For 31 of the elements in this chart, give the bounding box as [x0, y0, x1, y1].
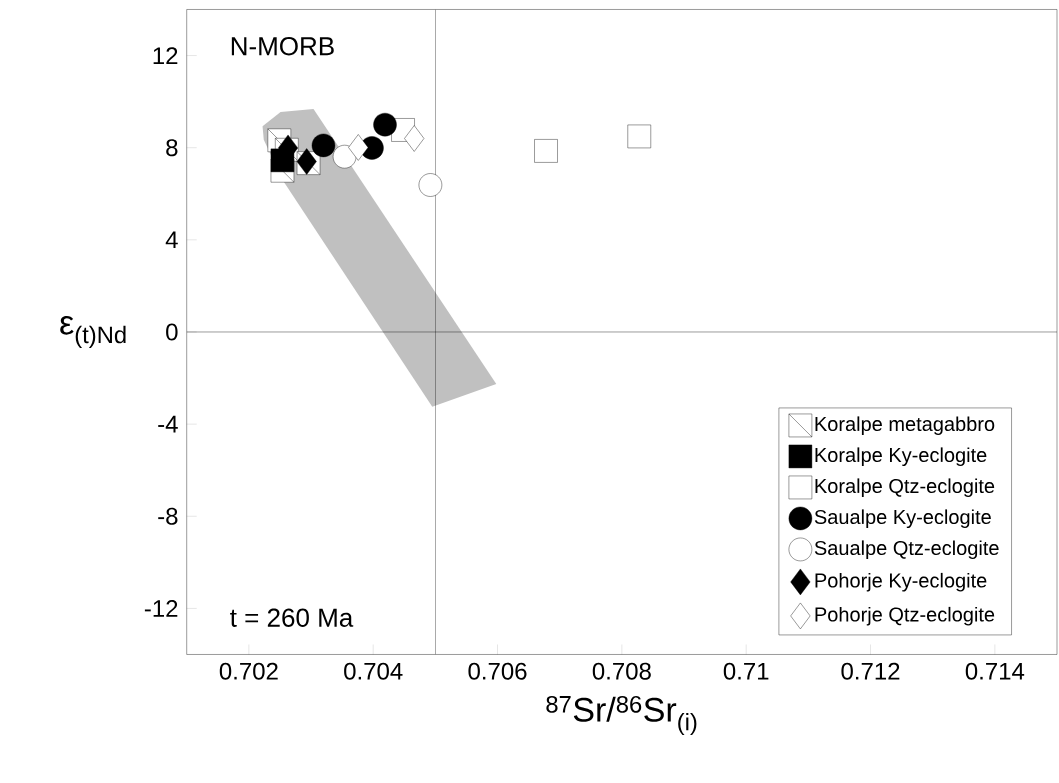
x-tick-label: 0.714	[965, 662, 1025, 680]
point	[418, 173, 443, 197]
legend-label: Pohorje Ky-eclogite	[815, 572, 987, 592]
y-tick-label: 4	[165, 231, 178, 249]
legend-label: Koralpe Qtz-eclogite	[815, 478, 995, 498]
point	[373, 112, 397, 137]
annotation: N-MORB	[231, 37, 334, 56]
y-tick-label: -12	[144, 600, 178, 617]
legend-label: Saualpe Qtz-eclogite	[814, 540, 999, 560]
point	[348, 134, 369, 161]
annotation: t = 260 Ma	[230, 608, 354, 627]
x-tick-label: 0.706	[468, 662, 527, 680]
legend-label: Koralpe Ky-eclogite	[815, 447, 987, 467]
y-tick-label: 8	[166, 139, 178, 157]
y-axis-title: ε$_{(t)Nd}$	[60, 316, 126, 348]
point	[404, 125, 425, 152]
point	[332, 144, 357, 169]
x-tick-label: 0.71	[723, 662, 769, 680]
x-tick-label: 0.702	[219, 662, 278, 680]
legend-label: Koralpe metagabbro	[815, 416, 995, 436]
point	[311, 133, 336, 158]
x-tick-label: 0.712	[841, 662, 900, 680]
x-axis-title: $^{87}$Sr/$^{86}$Sr$_{(i)}$	[546, 695, 697, 736]
y-tick-label: -4	[158, 415, 178, 433]
y-tick-label: -8	[158, 507, 178, 525]
legend-label: Saualpe Ky-eclogite	[814, 509, 991, 529]
x-tick-label: 0.704	[344, 662, 403, 680]
legend-label: Pohorje Qtz-eclogite	[815, 606, 995, 626]
y-tick-label: 12	[153, 47, 178, 64]
x-tick-label: 0.708	[592, 662, 651, 680]
y-tick-label: 0	[166, 323, 178, 341]
